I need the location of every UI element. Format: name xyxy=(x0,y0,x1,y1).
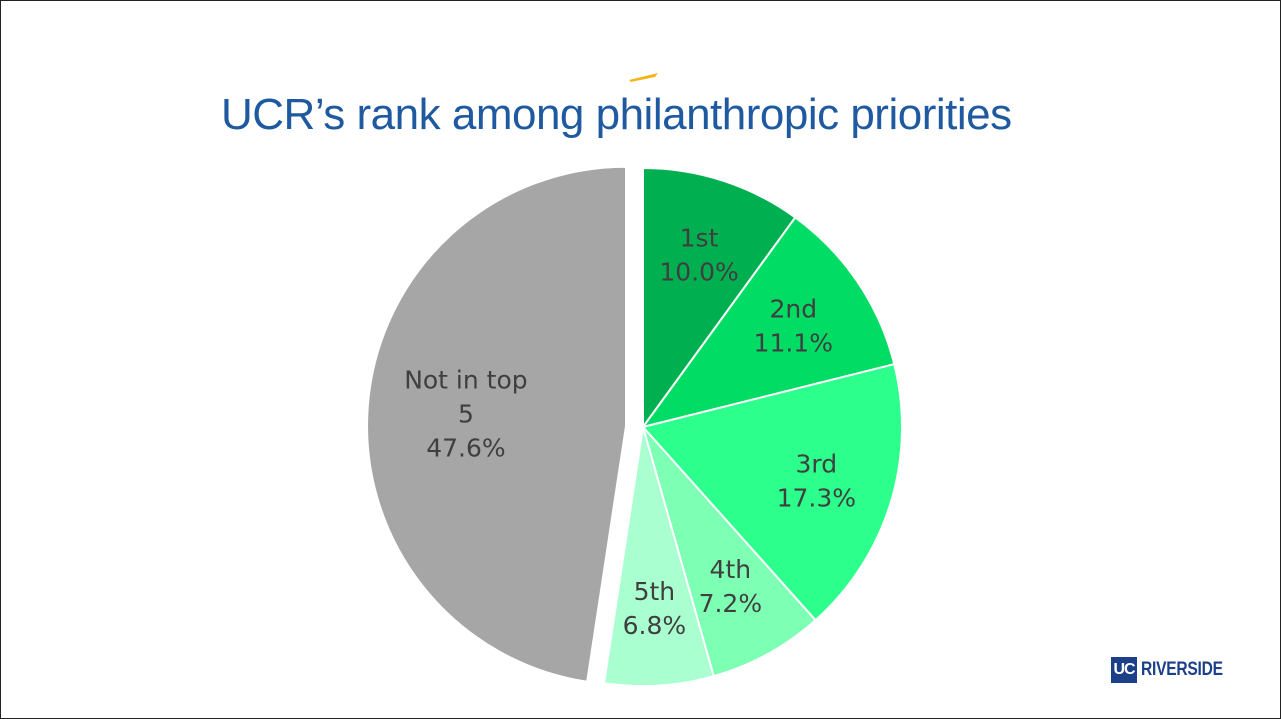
slice-value-label: 11.1% xyxy=(754,329,833,358)
slice-category-label: 5 xyxy=(458,400,474,429)
slice-value-label: 7.2% xyxy=(699,589,763,618)
slice-value-label: 47.6% xyxy=(426,434,505,463)
logo-mark: UC xyxy=(1111,657,1137,683)
accent-stroke xyxy=(629,73,658,82)
slice-value-label: 6.8% xyxy=(623,611,687,640)
slice-category-label: 1st xyxy=(680,224,719,253)
slice-category-label: 2nd xyxy=(769,295,817,324)
pie-slice-2nd xyxy=(640,216,896,429)
ucr-logo: UC RIVERSIDE xyxy=(1111,657,1241,683)
pie-slice-not-in-top-5 xyxy=(366,165,628,683)
logo-text: RIVERSIDE xyxy=(1141,659,1223,680)
slice-category-label: 3rd xyxy=(795,449,837,478)
pie-slice-1st xyxy=(642,166,797,431)
pie-slice-5th xyxy=(602,426,715,687)
slice-category-label: Not in top xyxy=(404,366,527,395)
chart-title: UCR’s rank among philanthropic prioritie… xyxy=(221,90,1012,139)
slice-category-label: 5th xyxy=(634,577,676,606)
slice-category-label: 4th xyxy=(710,555,752,584)
pie-slice-4th xyxy=(642,426,817,678)
pie-slice-3rd xyxy=(641,362,903,622)
slice-value-label: 10.0% xyxy=(659,258,738,287)
slice-value-label: 17.3% xyxy=(777,483,856,512)
